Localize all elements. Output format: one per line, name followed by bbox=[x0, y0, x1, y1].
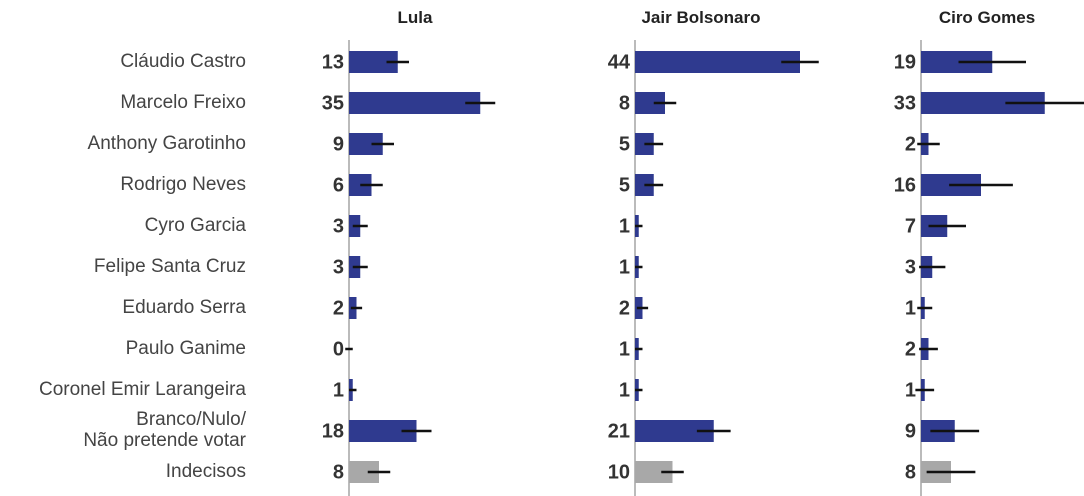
value-label: 8 bbox=[333, 461, 344, 483]
value-label: 2 bbox=[905, 133, 916, 155]
value-label: 5 bbox=[619, 174, 630, 196]
value-label: 16 bbox=[894, 174, 916, 196]
bar bbox=[635, 461, 673, 483]
value-label: 1 bbox=[619, 338, 630, 360]
bar bbox=[635, 51, 800, 73]
bar bbox=[349, 92, 481, 114]
value-label: 13 bbox=[322, 51, 344, 73]
category-label: Paulo Ganime bbox=[125, 337, 246, 359]
value-label: 19 bbox=[894, 51, 916, 73]
value-label: 21 bbox=[608, 420, 630, 442]
value-label: 1 bbox=[619, 379, 630, 401]
value-label: 9 bbox=[333, 133, 344, 155]
panel-title: Ciro Gomes bbox=[939, 8, 1035, 27]
bar bbox=[349, 461, 379, 483]
bar bbox=[635, 92, 665, 114]
category-label: Rodrigo Neves bbox=[120, 173, 246, 195]
bar bbox=[349, 51, 398, 73]
value-label: 3 bbox=[333, 256, 344, 278]
value-label: 9 bbox=[905, 420, 916, 442]
value-label: 2 bbox=[333, 297, 344, 319]
value-label: 35 bbox=[322, 92, 344, 114]
value-label: 2 bbox=[619, 297, 630, 319]
value-label: 3 bbox=[905, 256, 916, 278]
bar bbox=[349, 133, 383, 155]
value-label: 8 bbox=[619, 92, 630, 114]
bar bbox=[921, 92, 1045, 114]
bar bbox=[635, 420, 714, 442]
value-label: 8 bbox=[905, 461, 916, 483]
bar bbox=[921, 51, 993, 73]
value-label: 6 bbox=[333, 174, 344, 196]
panel-title: Lula bbox=[398, 8, 433, 27]
category-label: Cláudio Castro bbox=[120, 50, 246, 72]
category-label: Branco/Nulo/ Não pretende votar bbox=[83, 409, 246, 451]
panel-title: Jair Bolsonaro bbox=[641, 8, 760, 27]
value-label: 33 bbox=[894, 92, 916, 114]
category-label: Felipe Santa Cruz bbox=[93, 255, 246, 277]
category-label: Indecisos bbox=[165, 460, 246, 482]
value-label: 44 bbox=[608, 51, 631, 73]
value-label: 0 bbox=[333, 338, 344, 360]
category-label: Marcelo Freixo bbox=[120, 91, 246, 113]
value-label: 2 bbox=[905, 338, 916, 360]
value-label: 18 bbox=[322, 420, 344, 442]
value-label: 1 bbox=[619, 215, 630, 237]
value-label: 10 bbox=[608, 461, 630, 483]
value-label: 1 bbox=[905, 379, 916, 401]
bar bbox=[349, 420, 417, 442]
value-label: 5 bbox=[619, 133, 630, 155]
value-label: 1 bbox=[333, 379, 344, 401]
category-label: Cyro Garcia bbox=[144, 214, 246, 236]
category-label: Eduardo Serra bbox=[122, 296, 246, 318]
value-label: 3 bbox=[333, 215, 344, 237]
value-label: 1 bbox=[619, 256, 630, 278]
category-label: Coronel Emir Larangeira bbox=[39, 378, 246, 400]
value-label: 7 bbox=[905, 215, 916, 237]
value-label: 1 bbox=[905, 297, 916, 319]
category-label: Anthony Garotinho bbox=[87, 132, 246, 154]
